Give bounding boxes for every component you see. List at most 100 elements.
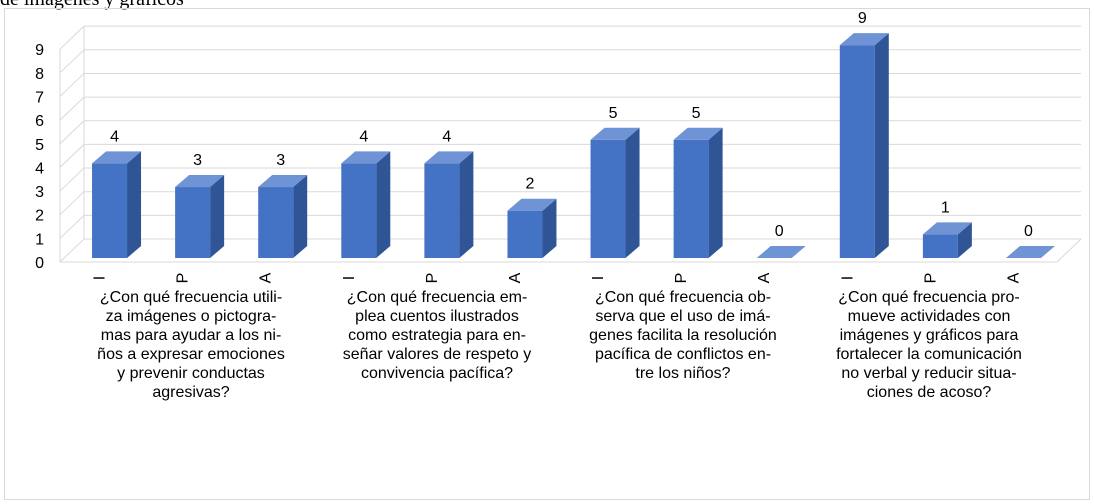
bar-top <box>839 33 889 46</box>
bar-side <box>708 127 723 258</box>
data-label: 9 <box>858 10 867 27</box>
group-label-line: imágenes y gráficos para <box>839 327 1019 344</box>
group-label-3: ¿Con qué frecuencia ob- serva que el uso… <box>563 288 803 383</box>
gridline-side <box>59 214 85 239</box>
y-tick-label: 5 <box>35 137 44 154</box>
group-label-line: agresivas? <box>152 384 230 401</box>
y-tick-label: 9 <box>35 42 44 59</box>
group-label-line: ¿Con qué frecuencia ob- <box>594 289 772 306</box>
group-label-line: señar valores de respeto y <box>342 346 532 363</box>
category-label: I <box>92 276 109 280</box>
group-label-line: tre los niños? <box>635 365 731 382</box>
category-label: A <box>1005 272 1022 283</box>
y-tick-label: 1 <box>35 231 44 248</box>
y-tick-label: 8 <box>35 66 44 83</box>
bar-top <box>92 151 142 164</box>
category-label: A <box>258 272 275 283</box>
y-tick-label: 3 <box>35 184 44 201</box>
y-tick-label: 4 <box>35 160 44 177</box>
bar-side <box>210 175 225 258</box>
data-label: 2 <box>526 176 535 193</box>
bar-top <box>673 127 723 140</box>
gridline-side <box>59 96 85 121</box>
gridline-side <box>59 25 85 50</box>
bar-side <box>957 222 972 258</box>
category-label: P <box>175 273 192 284</box>
floor-right-edge <box>1056 238 1082 263</box>
page-title: de imágenes y gráficos <box>0 0 184 11</box>
group-label-4: ¿Con qué frecuencia pro- mueve actividad… <box>809 288 1049 402</box>
bar-front <box>673 139 709 258</box>
data-label: 5 <box>692 105 701 122</box>
group-label-line: como estrategia para en- <box>348 327 526 344</box>
bar-top <box>922 222 972 235</box>
category-label: I <box>839 276 856 280</box>
bar-top <box>590 127 640 140</box>
group-label-line: pacífica de conflictos en- <box>594 346 772 363</box>
data-label: 0 <box>775 223 784 240</box>
bar-front <box>341 163 377 258</box>
data-label: 0 <box>1024 223 1033 240</box>
bar-top <box>175 175 225 188</box>
bar-side <box>127 151 142 258</box>
group-label-line: ¿Con qué frecuencia em- <box>346 289 528 306</box>
category-label: I <box>341 276 358 280</box>
group-label-line: mas para ayudar a los ni- <box>100 327 282 344</box>
chart-frame <box>4 8 1090 500</box>
bar-top <box>507 198 557 211</box>
group-label-line: y prevenir conductas <box>117 365 265 382</box>
category-label: I <box>590 276 607 280</box>
bar-side <box>376 151 391 258</box>
bar-side <box>293 175 308 258</box>
bar-top <box>756 246 806 258</box>
bar-side <box>459 151 474 258</box>
y-tick-label: 6 <box>35 113 44 130</box>
group-label-line: plea cuentos ilustrados <box>355 308 519 325</box>
bar-front <box>922 234 958 258</box>
y-tick-label: 2 <box>35 208 44 225</box>
bar-front <box>258 187 294 258</box>
group-label-line: ¿Con qué frecuencia utili- <box>99 289 283 306</box>
bar-top <box>341 151 391 164</box>
bar-front <box>424 163 460 258</box>
gridline-side <box>59 191 85 216</box>
y-tick-label: 7 <box>35 89 44 106</box>
data-label: 3 <box>193 152 202 169</box>
bar-side <box>542 198 557 258</box>
bar-front <box>590 139 626 258</box>
gridline-side <box>59 144 85 168</box>
data-label: 4 <box>442 128 451 145</box>
category-label: P <box>673 273 690 284</box>
data-label: 5 <box>609 105 618 122</box>
bar-top <box>258 175 308 188</box>
group-label-1: ¿Con qué frecuencia utili- za imágenes o… <box>71 288 311 402</box>
group-label-line: mueve actividades con <box>847 308 1011 325</box>
data-label: 4 <box>110 128 119 145</box>
bar-side <box>874 33 889 259</box>
group-label-line: convivencia pacífica? <box>360 365 514 382</box>
category-label: A <box>756 272 773 283</box>
bar-side <box>625 127 640 258</box>
category-label: A <box>507 272 524 283</box>
bar-top <box>424 151 474 164</box>
group-label-line: serva que el uso de imá- <box>595 308 771 325</box>
category-label: P <box>424 273 441 284</box>
data-label: 3 <box>276 152 285 169</box>
group-label-line: ciones de acoso? <box>866 384 992 401</box>
gridline-side <box>59 73 85 97</box>
group-label-line: fortalecer la comunicación <box>836 346 1022 363</box>
bar-front <box>507 210 543 258</box>
data-label: 1 <box>941 199 950 216</box>
gridline-side <box>59 238 85 263</box>
bar-front <box>175 187 211 258</box>
bar-front <box>839 45 875 259</box>
group-label-line: ¿Con qué frecuencia pro- <box>838 289 1020 306</box>
category-label: P <box>922 273 939 284</box>
group-label-line: no verbal y reducir situa- <box>841 365 1017 382</box>
bar-top <box>1005 246 1055 258</box>
y-tick-label: 0 <box>35 255 44 272</box>
group-label-line: za imágenes o pictogra- <box>105 308 277 325</box>
group-label-line: genes facilita la resolución <box>589 327 777 344</box>
bar-front <box>92 163 128 258</box>
